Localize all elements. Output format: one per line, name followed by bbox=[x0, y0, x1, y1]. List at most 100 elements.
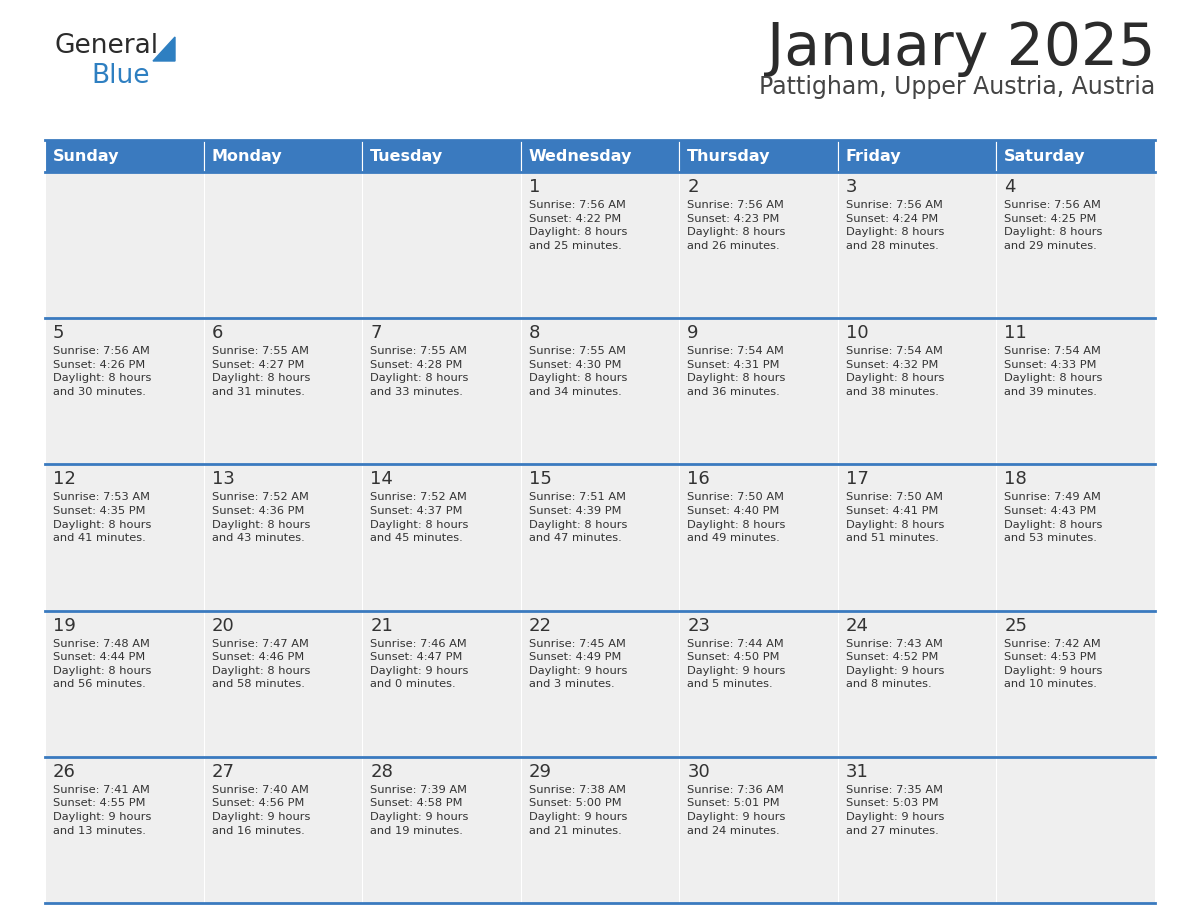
Bar bbox=[203, 756, 362, 903]
Text: Blue: Blue bbox=[91, 63, 150, 89]
Text: Sunrise: 7:36 AM
Sunset: 5:01 PM
Daylight: 9 hours
and 24 minutes.: Sunrise: 7:36 AM Sunset: 5:01 PM Dayligh… bbox=[688, 785, 785, 835]
Bar bbox=[680, 319, 838, 465]
Text: Sunrise: 7:43 AM
Sunset: 4:52 PM
Daylight: 9 hours
and 8 minutes.: Sunrise: 7:43 AM Sunset: 4:52 PM Dayligh… bbox=[846, 639, 944, 689]
Text: 28: 28 bbox=[371, 763, 393, 781]
Text: Sunrise: 7:35 AM
Sunset: 5:03 PM
Daylight: 9 hours
and 27 minutes.: Sunrise: 7:35 AM Sunset: 5:03 PM Dayligh… bbox=[846, 785, 944, 835]
Text: Sunrise: 7:39 AM
Sunset: 4:58 PM
Daylight: 9 hours
and 19 minutes.: Sunrise: 7:39 AM Sunset: 4:58 PM Dayligh… bbox=[371, 785, 468, 835]
Text: Sunrise: 7:52 AM
Sunset: 4:36 PM
Daylight: 8 hours
and 43 minutes.: Sunrise: 7:52 AM Sunset: 4:36 PM Dayligh… bbox=[211, 492, 310, 543]
Text: Monday: Monday bbox=[211, 149, 282, 163]
Text: Sunrise: 7:45 AM
Sunset: 4:49 PM
Daylight: 9 hours
and 3 minutes.: Sunrise: 7:45 AM Sunset: 4:49 PM Dayligh… bbox=[529, 639, 627, 689]
Text: Sunrise: 7:54 AM
Sunset: 4:31 PM
Daylight: 8 hours
and 36 minutes.: Sunrise: 7:54 AM Sunset: 4:31 PM Dayligh… bbox=[688, 346, 785, 397]
Bar bbox=[838, 465, 997, 610]
Text: General: General bbox=[55, 33, 159, 59]
Bar bbox=[362, 756, 520, 903]
Bar bbox=[520, 465, 680, 610]
Text: Sunrise: 7:54 AM
Sunset: 4:32 PM
Daylight: 8 hours
and 38 minutes.: Sunrise: 7:54 AM Sunset: 4:32 PM Dayligh… bbox=[846, 346, 944, 397]
Text: Thursday: Thursday bbox=[687, 149, 771, 163]
Text: Sunrise: 7:50 AM
Sunset: 4:40 PM
Daylight: 8 hours
and 49 minutes.: Sunrise: 7:50 AM Sunset: 4:40 PM Dayligh… bbox=[688, 492, 785, 543]
Text: January 2025: January 2025 bbox=[766, 20, 1155, 77]
Bar bbox=[520, 172, 680, 319]
Text: 10: 10 bbox=[846, 324, 868, 342]
Text: Sunrise: 7:42 AM
Sunset: 4:53 PM
Daylight: 9 hours
and 10 minutes.: Sunrise: 7:42 AM Sunset: 4:53 PM Dayligh… bbox=[1004, 639, 1102, 689]
Text: 12: 12 bbox=[53, 470, 76, 488]
Text: 21: 21 bbox=[371, 617, 393, 634]
Text: Wednesday: Wednesday bbox=[529, 149, 632, 163]
Text: 20: 20 bbox=[211, 617, 234, 634]
Text: Sunrise: 7:56 AM
Sunset: 4:22 PM
Daylight: 8 hours
and 25 minutes.: Sunrise: 7:56 AM Sunset: 4:22 PM Dayligh… bbox=[529, 200, 627, 251]
Bar bbox=[520, 140, 680, 172]
Text: 9: 9 bbox=[688, 324, 699, 342]
Bar bbox=[203, 465, 362, 610]
Bar bbox=[203, 610, 362, 756]
Text: Sunrise: 7:51 AM
Sunset: 4:39 PM
Daylight: 8 hours
and 47 minutes.: Sunrise: 7:51 AM Sunset: 4:39 PM Dayligh… bbox=[529, 492, 627, 543]
Text: 16: 16 bbox=[688, 470, 710, 488]
Text: 2: 2 bbox=[688, 178, 699, 196]
Text: Sunrise: 7:55 AM
Sunset: 4:30 PM
Daylight: 8 hours
and 34 minutes.: Sunrise: 7:55 AM Sunset: 4:30 PM Dayligh… bbox=[529, 346, 627, 397]
Bar bbox=[520, 756, 680, 903]
Bar bbox=[680, 172, 838, 319]
Bar bbox=[680, 465, 838, 610]
Bar bbox=[203, 319, 362, 465]
Bar bbox=[997, 610, 1155, 756]
Text: 25: 25 bbox=[1004, 617, 1028, 634]
Bar bbox=[203, 172, 362, 319]
Bar bbox=[203, 140, 362, 172]
Bar bbox=[45, 140, 203, 172]
Bar bbox=[680, 140, 838, 172]
Text: 18: 18 bbox=[1004, 470, 1028, 488]
Text: Sunrise: 7:50 AM
Sunset: 4:41 PM
Daylight: 8 hours
and 51 minutes.: Sunrise: 7:50 AM Sunset: 4:41 PM Dayligh… bbox=[846, 492, 944, 543]
Text: Pattigham, Upper Austria, Austria: Pattigham, Upper Austria, Austria bbox=[759, 75, 1155, 99]
Text: 31: 31 bbox=[846, 763, 868, 781]
Text: Sunrise: 7:56 AM
Sunset: 4:23 PM
Daylight: 8 hours
and 26 minutes.: Sunrise: 7:56 AM Sunset: 4:23 PM Dayligh… bbox=[688, 200, 785, 251]
Text: Sunrise: 7:41 AM
Sunset: 4:55 PM
Daylight: 9 hours
and 13 minutes.: Sunrise: 7:41 AM Sunset: 4:55 PM Dayligh… bbox=[53, 785, 151, 835]
Bar bbox=[997, 140, 1155, 172]
Text: 13: 13 bbox=[211, 470, 234, 488]
Text: Sunrise: 7:56 AM
Sunset: 4:26 PM
Daylight: 8 hours
and 30 minutes.: Sunrise: 7:56 AM Sunset: 4:26 PM Dayligh… bbox=[53, 346, 151, 397]
Text: Sunrise: 7:55 AM
Sunset: 4:27 PM
Daylight: 8 hours
and 31 minutes.: Sunrise: 7:55 AM Sunset: 4:27 PM Dayligh… bbox=[211, 346, 310, 397]
Text: Sunrise: 7:44 AM
Sunset: 4:50 PM
Daylight: 9 hours
and 5 minutes.: Sunrise: 7:44 AM Sunset: 4:50 PM Dayligh… bbox=[688, 639, 785, 689]
Text: 26: 26 bbox=[53, 763, 76, 781]
Text: Tuesday: Tuesday bbox=[371, 149, 443, 163]
Text: 5: 5 bbox=[53, 324, 64, 342]
Text: Sunday: Sunday bbox=[53, 149, 120, 163]
Text: Sunrise: 7:53 AM
Sunset: 4:35 PM
Daylight: 8 hours
and 41 minutes.: Sunrise: 7:53 AM Sunset: 4:35 PM Dayligh… bbox=[53, 492, 151, 543]
Text: 11: 11 bbox=[1004, 324, 1028, 342]
Text: 27: 27 bbox=[211, 763, 234, 781]
Text: Sunrise: 7:56 AM
Sunset: 4:25 PM
Daylight: 8 hours
and 29 minutes.: Sunrise: 7:56 AM Sunset: 4:25 PM Dayligh… bbox=[1004, 200, 1102, 251]
Text: 14: 14 bbox=[371, 470, 393, 488]
Bar bbox=[362, 610, 520, 756]
Bar bbox=[520, 319, 680, 465]
Bar bbox=[520, 610, 680, 756]
Text: 7: 7 bbox=[371, 324, 381, 342]
Text: Sunrise: 7:49 AM
Sunset: 4:43 PM
Daylight: 8 hours
and 53 minutes.: Sunrise: 7:49 AM Sunset: 4:43 PM Dayligh… bbox=[1004, 492, 1102, 543]
Text: Sunrise: 7:46 AM
Sunset: 4:47 PM
Daylight: 9 hours
and 0 minutes.: Sunrise: 7:46 AM Sunset: 4:47 PM Dayligh… bbox=[371, 639, 468, 689]
Bar bbox=[362, 465, 520, 610]
Text: Sunrise: 7:48 AM
Sunset: 4:44 PM
Daylight: 8 hours
and 56 minutes.: Sunrise: 7:48 AM Sunset: 4:44 PM Dayligh… bbox=[53, 639, 151, 689]
Text: 19: 19 bbox=[53, 617, 76, 634]
Bar bbox=[680, 756, 838, 903]
Text: 4: 4 bbox=[1004, 178, 1016, 196]
Text: 30: 30 bbox=[688, 763, 710, 781]
Bar bbox=[997, 319, 1155, 465]
Bar bbox=[362, 140, 520, 172]
Text: 1: 1 bbox=[529, 178, 541, 196]
Text: 6: 6 bbox=[211, 324, 223, 342]
Bar bbox=[838, 172, 997, 319]
Text: 15: 15 bbox=[529, 470, 551, 488]
Bar bbox=[45, 465, 203, 610]
Text: Saturday: Saturday bbox=[1004, 149, 1086, 163]
Bar bbox=[997, 465, 1155, 610]
Bar bbox=[362, 319, 520, 465]
Bar bbox=[45, 610, 203, 756]
Bar bbox=[680, 610, 838, 756]
Text: Sunrise: 7:54 AM
Sunset: 4:33 PM
Daylight: 8 hours
and 39 minutes.: Sunrise: 7:54 AM Sunset: 4:33 PM Dayligh… bbox=[1004, 346, 1102, 397]
Bar bbox=[997, 756, 1155, 903]
Text: Friday: Friday bbox=[846, 149, 902, 163]
Text: 24: 24 bbox=[846, 617, 868, 634]
Bar bbox=[838, 140, 997, 172]
Bar bbox=[45, 756, 203, 903]
Text: Sunrise: 7:38 AM
Sunset: 5:00 PM
Daylight: 9 hours
and 21 minutes.: Sunrise: 7:38 AM Sunset: 5:00 PM Dayligh… bbox=[529, 785, 627, 835]
Bar bbox=[362, 172, 520, 319]
Bar bbox=[45, 319, 203, 465]
Bar bbox=[45, 172, 203, 319]
